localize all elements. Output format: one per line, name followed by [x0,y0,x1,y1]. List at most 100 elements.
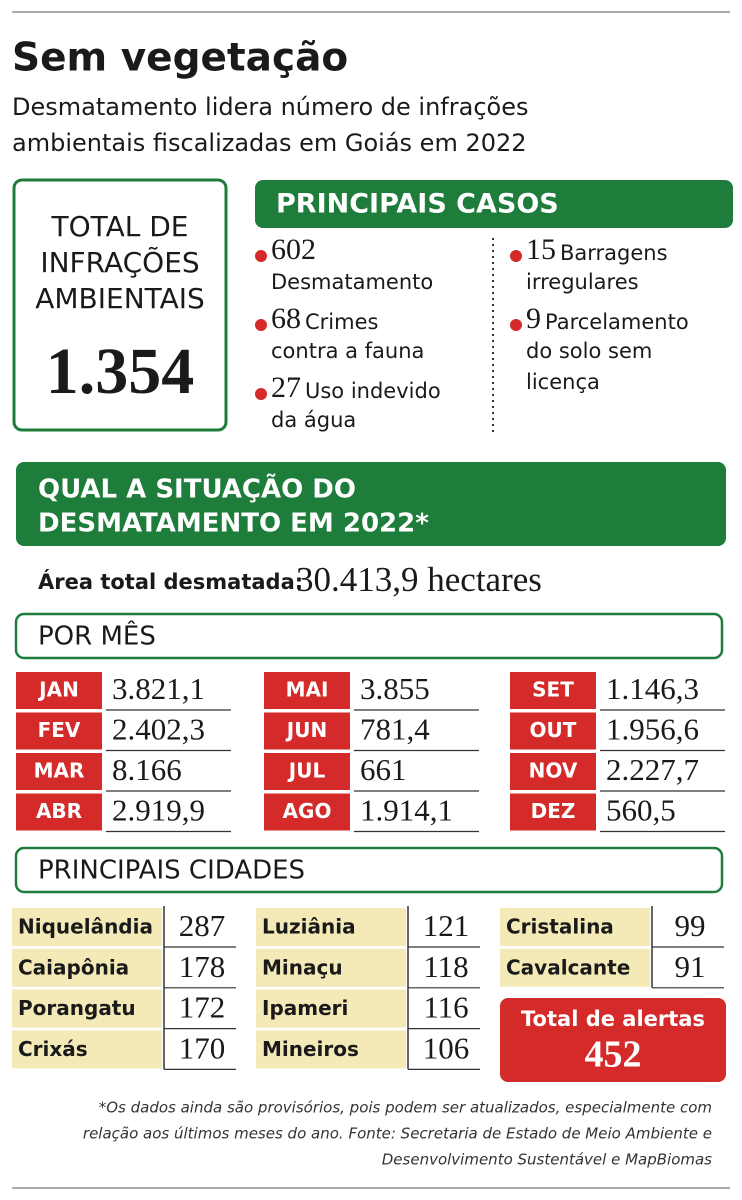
city-name: Porangatu [18,996,136,1020]
city-value: 178 [179,949,226,984]
city-name: Mineiros [262,1037,359,1061]
month-box [264,712,350,750]
month-value: 2.402,3 [112,712,205,747]
bullet [255,250,267,262]
total-label: INFRAÇÕES [40,245,199,279]
city-name: Ipameri [262,996,348,1020]
alerts-box [500,998,726,1082]
month-name: FEV [38,718,81,742]
city-box [12,908,162,946]
case-label: contra a fauna [271,339,424,363]
cities-heading-box [14,846,724,894]
month-value: 1.146,3 [606,671,699,706]
month-name: OUT [530,718,577,742]
month-name: AGO [283,799,332,823]
month-name: MAR [34,759,85,783]
month-box [16,712,102,750]
month-box [16,753,102,790]
bullet [510,250,522,262]
month-value: 560,5 [606,793,676,828]
case-label: irregulares [526,270,639,294]
case-number: 68 [271,302,301,335]
city-value: 287 [179,908,226,943]
month-value: 661 [360,752,407,787]
city-value: 170 [179,1031,226,1066]
case-label: Uso indevido [305,379,441,403]
month-value: 3.855 [360,671,430,706]
month-box [264,672,350,709]
deforestation-heading-bar [16,462,726,546]
footnote: *Os dados ainda são provisórios, pois po… [99,1099,712,1117]
city-box [256,1030,406,1069]
deforestation-heading: DESMATAMENTO EM 2022* [38,509,429,539]
month-name: NOV [529,759,578,783]
month-value: 3.821,1 [112,671,205,706]
city-name: Cristalina [506,915,614,939]
city-box [12,989,162,1028]
city-box [12,1030,162,1069]
city-value: 116 [423,990,468,1025]
bullet [510,319,522,331]
subtitle: ambientais fiscalizadas em Goiás em 2022 [12,129,527,157]
city-box [256,948,406,987]
case-label: Desmatamento [271,270,433,294]
month-value: 1.956,6 [606,712,699,747]
month-box [264,753,350,790]
month-box [510,672,596,709]
bullet [255,388,267,400]
month-name: DEZ [531,799,576,823]
bullet [255,319,267,331]
city-name: Luziânia [262,915,356,939]
case-number: 27 [271,371,301,404]
month-box [510,753,596,790]
month-name: JAN [37,678,79,702]
month-box [510,793,596,831]
city-name: Caiapônia [18,955,129,979]
city-value: 99 [675,908,706,943]
deforestation-heading: QUAL A SITUAÇÃO DO [38,473,356,505]
month-value: 2.919,9 [112,793,205,828]
month-value: 1.914,1 [360,793,453,828]
cases-heading: PRINCIPAIS CASOS [276,189,559,220]
alerts-label: Total de alertas [521,1007,705,1031]
case-label: Barragens [560,241,668,265]
total-label: TOTAL DE [51,210,189,243]
city-name: Cavalcante [506,955,630,979]
city-name: Niquelândia [18,915,153,939]
city-box [12,948,162,987]
month-box [264,793,350,831]
case-label: licença [526,370,600,394]
city-value: 172 [179,990,226,1025]
case-number: 602 [271,233,316,266]
month-name: ABR [36,799,82,823]
city-value: 106 [423,1031,470,1066]
footnote: Desenvolvimento Sustentável e MapBiomas [382,1151,712,1169]
case-label: da água [271,408,356,432]
area-label: Área total desmatada: [38,569,303,594]
month-heading: POR MÊS [38,620,156,652]
total-box [12,178,228,432]
city-box [500,948,650,987]
city-box [256,908,406,946]
case-number: 15 [526,233,556,266]
month-name: MAI [286,678,329,702]
city-value: 121 [423,908,470,943]
city-box [256,989,406,1028]
month-value: 781,4 [360,712,430,747]
month-name: JUN [285,718,327,742]
city-value: 91 [675,949,706,984]
area-value: 30.413,9 hectares [296,560,542,599]
city-value: 118 [423,949,468,984]
cases-heading-bar [255,180,733,228]
total-value: 1.354 [46,335,195,408]
case-label: Crimes [305,310,378,334]
subtitle: Desmatamento lidera número de infrações [12,93,528,121]
case-number: 9 [526,302,541,335]
month-name: SET [532,678,574,702]
footnote: relação aos últimos meses do ano. Fonte:… [83,1125,712,1143]
month-box [510,712,596,750]
cities-heading: PRINCIPAIS CIDADES [38,856,305,886]
alerts-value: 452 [585,1034,642,1076]
city-name: Crixás [18,1037,88,1061]
